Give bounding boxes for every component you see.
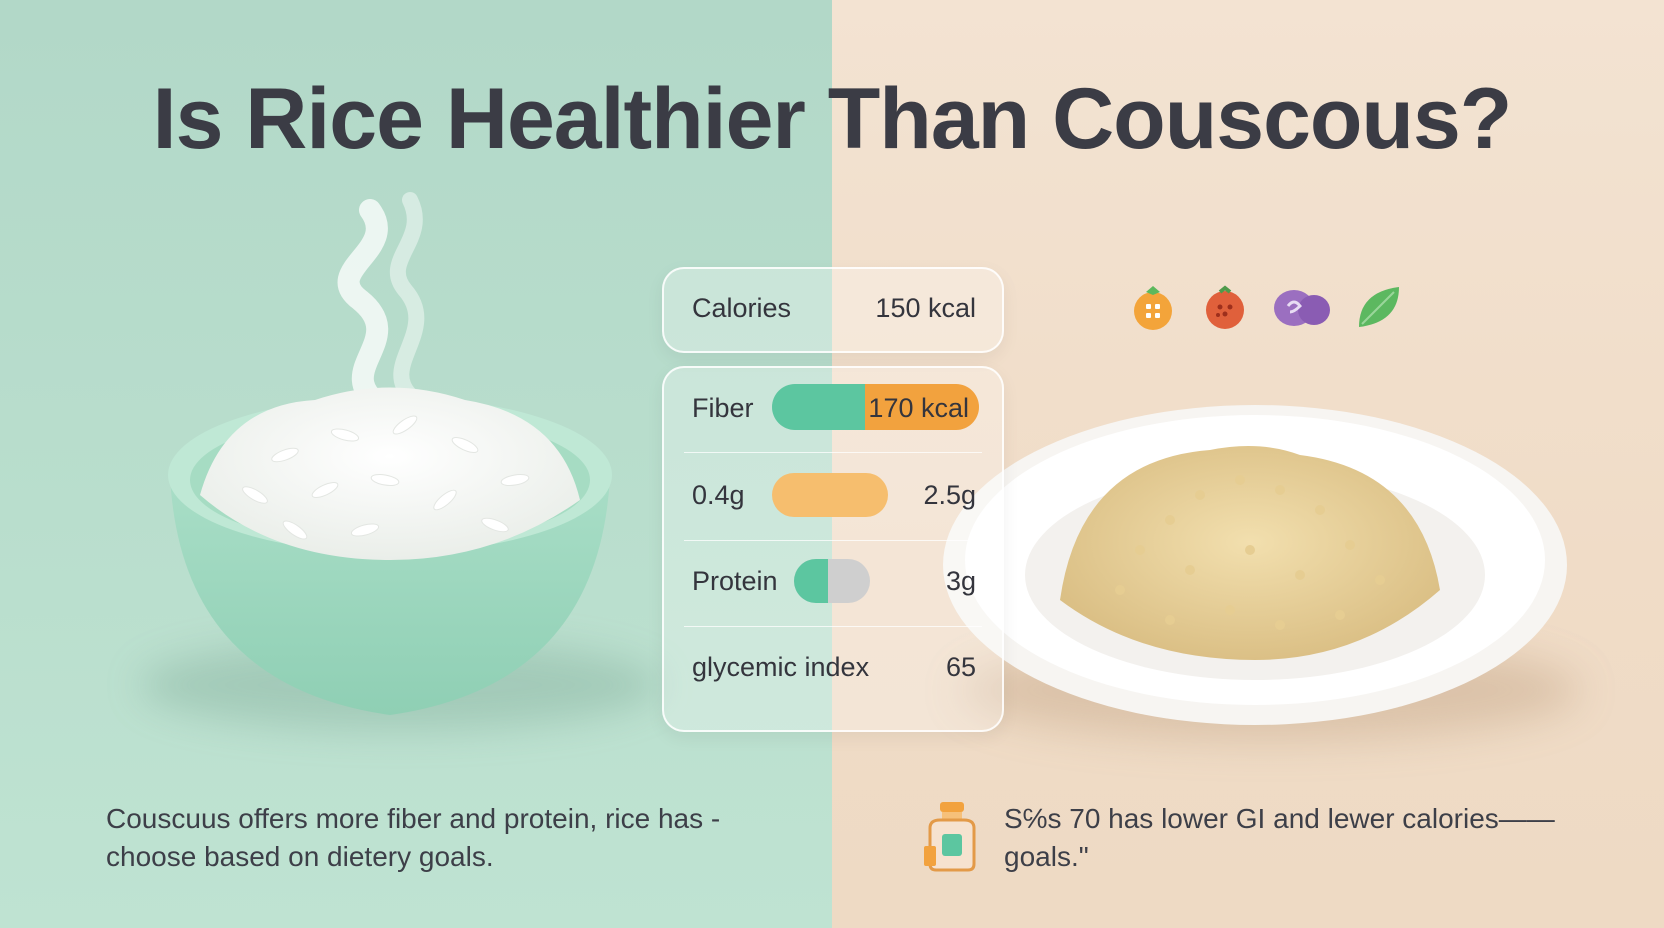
jar-icon <box>924 802 976 872</box>
right-caption: S℅s 70 has lower GI and lewer calories——… <box>1004 803 1555 872</box>
page-title: Is Rice Healthier Than Couscous? <box>152 71 1513 167</box>
fiber-rice-grams: 0.4g <box>692 480 745 510</box>
protein-bar <box>794 559 870 603</box>
protein-label: Protein <box>692 566 778 596</box>
fiber-grams-bar <box>772 473 888 517</box>
leaf-icon <box>1359 287 1399 327</box>
protein-bar-fill <box>794 559 829 603</box>
grape-icon <box>1274 290 1330 326</box>
calories-label: Calories <box>692 293 792 323</box>
orange-icon <box>1134 286 1172 330</box>
steam-illustration <box>337 192 425 410</box>
fiber-rice-segment <box>772 384 866 430</box>
calories-value: 150 kcal <box>875 293 976 323</box>
food-icons-row <box>1128 282 1404 332</box>
tomato-icon <box>1206 285 1244 329</box>
fiber-couscous-grams: 2.5g <box>923 480 976 510</box>
calories-card: Calories 150 kcal <box>662 267 1004 353</box>
protein-value: 3g <box>945 566 976 596</box>
glycemic-value: 65 <box>945 652 976 682</box>
divider <box>684 540 982 541</box>
divider <box>684 626 982 627</box>
couscous-plate-illustration <box>943 405 1567 725</box>
fiber-comparison-bar: 170 kcal <box>772 384 979 430</box>
rice-bowl-illustration <box>168 387 612 715</box>
nutrition-card: Fiber 170 kcal 0.4g 2.5g Protein 3g glyc… <box>662 366 1004 732</box>
glycemic-label: glycemic index <box>692 652 870 682</box>
fiber-value: 170 kcal <box>868 393 969 423</box>
left-caption: Couscuus offers more fiber and protein, … <box>106 803 721 872</box>
fiber-couscous-segment <box>865 384 979 430</box>
divider <box>684 452 982 453</box>
fiber-label: Fiber <box>692 393 754 423</box>
